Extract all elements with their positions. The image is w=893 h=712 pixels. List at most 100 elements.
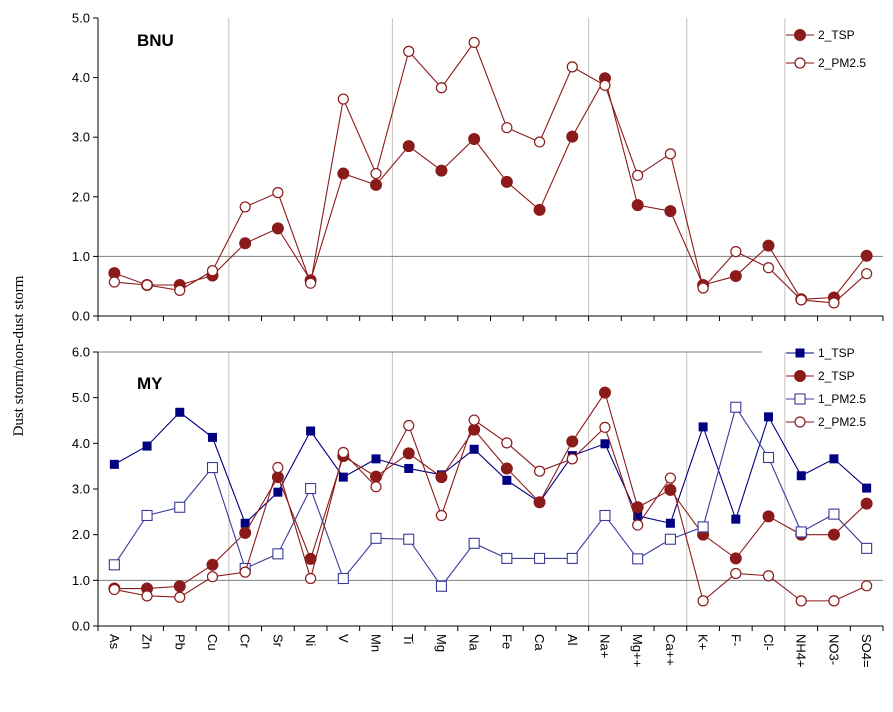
data-point bbox=[206, 461, 219, 474]
data-point bbox=[533, 465, 546, 477]
data-point bbox=[206, 558, 219, 571]
data-point bbox=[240, 518, 250, 528]
data-point bbox=[664, 148, 676, 160]
y-tick-label: 3.0 bbox=[72, 482, 90, 497]
data-point bbox=[239, 566, 251, 578]
data-point bbox=[631, 199, 644, 212]
data-point bbox=[468, 414, 480, 426]
legend-label: 2_PM2.5 bbox=[818, 56, 866, 70]
data-point bbox=[108, 559, 120, 571]
x-tick-label: F- bbox=[728, 634, 743, 646]
data-point bbox=[730, 567, 742, 580]
data-point bbox=[141, 590, 153, 602]
x-tick-label: Zn bbox=[140, 634, 155, 649]
x-tick-label: Na+ bbox=[597, 634, 612, 658]
data-point bbox=[402, 447, 415, 460]
y-tick-label: 1.0 bbox=[72, 573, 90, 588]
data-point bbox=[271, 222, 284, 235]
panel-title: MY bbox=[137, 374, 163, 393]
x-tick-label: Cr bbox=[238, 634, 253, 648]
legend-marker bbox=[794, 370, 806, 382]
data-point bbox=[860, 497, 873, 510]
data-point bbox=[861, 268, 873, 280]
y-tick-label: 5.0 bbox=[72, 11, 90, 26]
data-point bbox=[762, 262, 775, 274]
data-point bbox=[861, 580, 873, 592]
y-tick-label: 3.0 bbox=[72, 130, 90, 145]
data-point bbox=[435, 164, 448, 177]
data-point bbox=[828, 508, 840, 520]
legend-label: 1_PM2.5 bbox=[818, 392, 866, 406]
series-line bbox=[113, 405, 868, 588]
data-point bbox=[500, 175, 513, 188]
data-point bbox=[730, 246, 742, 258]
y-tick-label: 5.0 bbox=[72, 390, 90, 405]
series-line bbox=[114, 419, 867, 602]
data-point bbox=[370, 532, 382, 544]
series-line bbox=[114, 391, 868, 590]
data-point bbox=[173, 580, 186, 593]
data-point bbox=[338, 472, 348, 482]
x-tick-label: Ni bbox=[303, 634, 318, 646]
series-2-pm2-5 bbox=[108, 36, 873, 309]
data-point bbox=[698, 422, 708, 432]
legend: 1_TSP 2_TSP 1_PM2.5 2_PM2.5 bbox=[786, 346, 866, 429]
data-point bbox=[664, 533, 676, 545]
data-point bbox=[599, 79, 611, 91]
data-point bbox=[337, 167, 350, 180]
legend-marker bbox=[795, 348, 805, 358]
x-tick-label: Cu bbox=[205, 634, 220, 651]
data-point bbox=[764, 412, 774, 422]
data-point bbox=[435, 82, 448, 94]
data-point bbox=[697, 521, 709, 533]
series-2-pm2-5 bbox=[108, 414, 873, 607]
data-point bbox=[337, 446, 349, 459]
data-point bbox=[664, 205, 677, 218]
legend-label: 2_TSP bbox=[818, 369, 855, 383]
legend-label: 2_TSP bbox=[818, 28, 855, 42]
data-point bbox=[370, 167, 382, 180]
data-point bbox=[729, 552, 742, 565]
data-point bbox=[501, 122, 513, 134]
data-point bbox=[501, 437, 513, 449]
data-point bbox=[631, 501, 644, 514]
x-tick-label: Ca++ bbox=[663, 634, 678, 666]
y-tick-label: 6.0 bbox=[72, 345, 90, 360]
y-tick-label: 2.0 bbox=[72, 527, 90, 542]
data-point bbox=[600, 439, 610, 449]
x-tick-label: Pb bbox=[172, 634, 187, 650]
x-tick-label: Ti bbox=[401, 634, 416, 644]
data-point bbox=[534, 552, 546, 564]
series-2-tsp bbox=[108, 72, 873, 306]
data-point bbox=[566, 61, 578, 73]
x-tick-label: SO4= bbox=[859, 634, 874, 668]
data-point bbox=[272, 187, 284, 199]
data-point bbox=[469, 444, 479, 454]
series-line bbox=[114, 411, 868, 525]
data-point bbox=[762, 451, 775, 464]
data-point bbox=[435, 509, 448, 522]
x-tick-label: K+ bbox=[696, 634, 711, 650]
data-point bbox=[729, 270, 742, 283]
x-tick-label: NO3- bbox=[826, 634, 841, 665]
data-point bbox=[664, 472, 676, 484]
x-tick-label: Al bbox=[565, 634, 580, 646]
data-point bbox=[665, 518, 675, 528]
series-1-tsp bbox=[109, 407, 872, 528]
data-point bbox=[731, 514, 741, 524]
data-point bbox=[175, 407, 185, 417]
data-point bbox=[174, 501, 186, 513]
data-point bbox=[305, 277, 317, 289]
data-point bbox=[566, 453, 578, 465]
data-point bbox=[762, 239, 775, 252]
data-point bbox=[632, 169, 644, 181]
data-point bbox=[862, 483, 872, 493]
y-tick-label: 4.0 bbox=[72, 436, 90, 451]
data-point bbox=[174, 591, 186, 603]
data-point bbox=[599, 509, 611, 522]
data-point bbox=[566, 130, 579, 143]
data-point bbox=[468, 36, 480, 49]
data-point bbox=[337, 93, 349, 105]
data-point bbox=[697, 595, 709, 607]
